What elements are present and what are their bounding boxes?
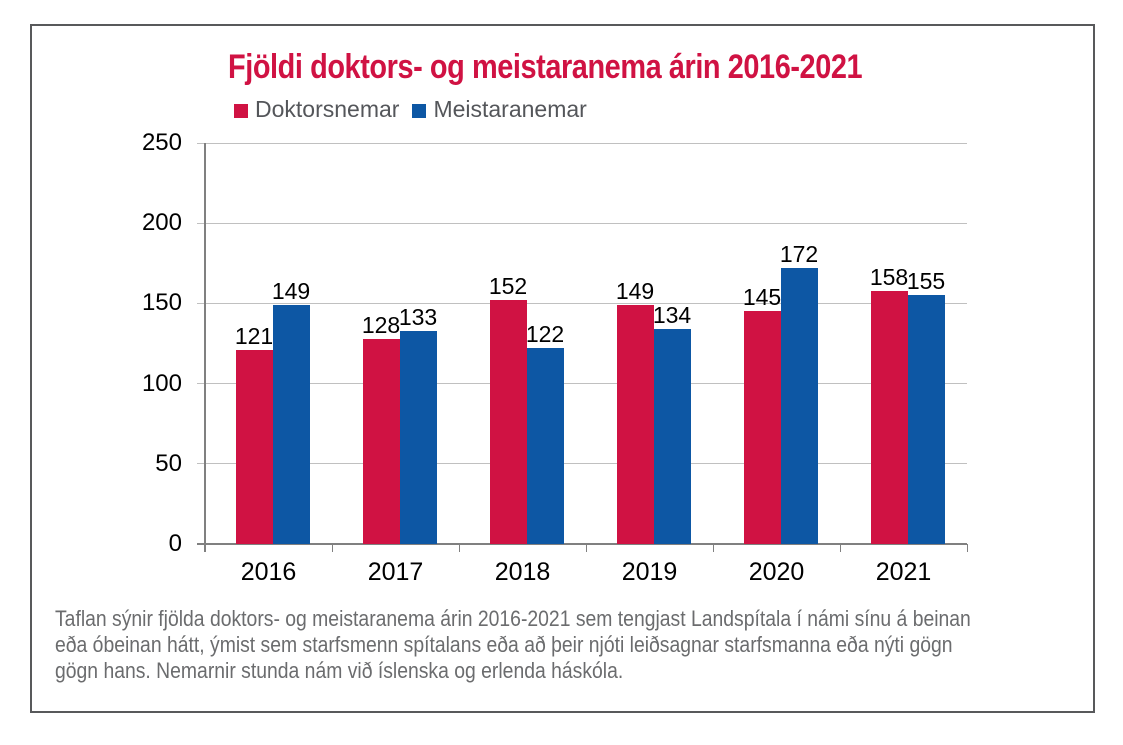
y-axis-tick-label: 100 <box>141 369 182 397</box>
bar-value-label: 149 <box>615 278 655 304</box>
bar-value-label: 121 <box>234 322 274 349</box>
x-axis-tick <box>585 544 587 552</box>
caption-line: eða óbeinan hátt, ýmist sem starfsmenn s… <box>55 632 953 657</box>
legend: Doktorsnemar Meistaranemar <box>234 96 587 123</box>
x-axis-tick <box>204 544 206 552</box>
x-axis-category-label: 2017 <box>367 558 424 586</box>
y-axis-tick-label: 0 <box>168 530 182 557</box>
bar-value-label: 172 <box>779 241 819 268</box>
x-axis-tick <box>458 544 460 552</box>
legend-swatch-red <box>234 103 248 118</box>
bar-meistaranemar-2019 <box>653 329 691 544</box>
y-axis-tick-label: 50 <box>155 449 182 477</box>
bar-meistaranemar-2018 <box>526 348 564 544</box>
legend-label: Doktorsnemar <box>255 96 400 122</box>
x-axis-line <box>197 543 967 545</box>
bar-value-label: 122 <box>525 321 565 348</box>
legend-item-doktorsnemar: Doktorsnemar <box>234 96 399 123</box>
gridline <box>197 222 967 224</box>
x-axis-tick <box>331 544 333 552</box>
x-axis-tick <box>712 544 714 552</box>
bar-meistaranemar-2016 <box>272 305 310 544</box>
x-axis-tick <box>839 544 841 552</box>
bar-value-label: 145 <box>742 284 782 311</box>
gridline <box>197 463 967 465</box>
bar-doktorsnemar-2016 <box>235 349 273 544</box>
chart-title: Fjöldi doktors- og meistaranema árin 201… <box>228 48 863 86</box>
legend-label: Meistaranemar <box>433 96 587 122</box>
x-axis-tick <box>966 544 968 552</box>
bar-doktorsnemar-2017 <box>362 338 400 544</box>
x-axis-category-label: 2020 <box>748 558 805 586</box>
bar-value-label: 128 <box>361 311 401 338</box>
gridline <box>197 302 967 304</box>
bar-meistaranemar-2021 <box>907 295 945 544</box>
y-axis-tick-label: 150 <box>141 289 182 317</box>
bar-meistaranemar-2017 <box>399 330 437 544</box>
bar-doktorsnemar-2020 <box>743 311 781 544</box>
bar-value-label: 134 <box>652 302 692 329</box>
bar-value-label: 155 <box>906 268 946 295</box>
bar-doktorsnemar-2021 <box>870 290 908 544</box>
y-axis-tick-label: 250 <box>141 129 182 156</box>
gridline <box>197 142 967 144</box>
x-axis-category-label: 2019 <box>621 558 678 586</box>
x-axis-category-label: 2021 <box>875 558 932 586</box>
bar-doktorsnemar-2019 <box>616 305 654 544</box>
caption-line: gögn hans. Nemarnir stunda nám við íslen… <box>55 658 624 683</box>
bar-value-label: 152 <box>488 273 528 300</box>
legend-swatch-blue <box>412 103 427 118</box>
y-axis-tick-label: 200 <box>141 209 182 237</box>
caption-line: Taflan sýnir fjölda doktors- og meistara… <box>55 606 971 631</box>
plot-area: 0 50 100 150 200 250 121 149 2016 128 133 2017 152 12… <box>142 129 968 586</box>
x-axis-category-label: 2016 <box>240 558 297 586</box>
bar-value-label: 133 <box>398 303 438 330</box>
x-axis-category-label: 2018 <box>494 558 551 586</box>
bar-doktorsnemar-2018 <box>489 300 527 544</box>
bar-value-label: 149 <box>271 278 311 304</box>
chart-caption: Taflan sýnir fjölda doktors- og meistara… <box>55 606 1096 684</box>
bar-meistaranemar-2020 <box>780 268 818 544</box>
gridline <box>197 383 967 385</box>
bar-value-label: 158 <box>869 263 909 290</box>
legend-item-meistaranemar: Meistaranemar <box>412 96 587 123</box>
y-axis-line <box>204 143 206 552</box>
